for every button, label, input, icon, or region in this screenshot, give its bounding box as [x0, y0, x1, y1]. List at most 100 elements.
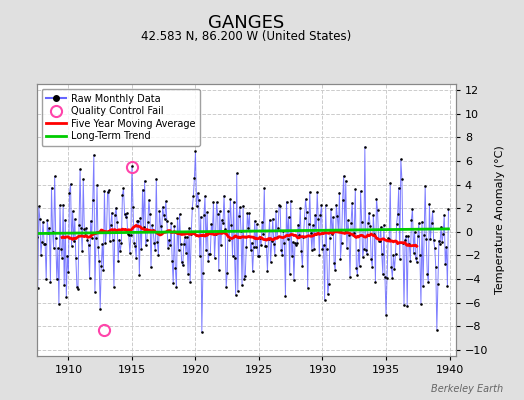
Point	[401, 237, 409, 243]
Point	[208, 230, 216, 236]
Point	[265, 216, 274, 223]
Point	[270, 240, 278, 247]
Point	[221, 225, 230, 232]
Point	[118, 192, 127, 198]
Point	[272, 208, 280, 214]
Point	[273, 234, 281, 240]
Point	[114, 258, 123, 264]
Point	[386, 180, 395, 186]
Point	[325, 281, 333, 287]
Point	[341, 227, 349, 233]
Point	[345, 232, 353, 238]
Point	[303, 284, 312, 291]
Point	[330, 260, 339, 267]
Point	[405, 241, 413, 247]
Point	[86, 218, 95, 224]
Point	[43, 217, 51, 223]
Point	[81, 230, 90, 236]
Point	[32, 233, 41, 240]
Point	[271, 252, 279, 258]
Point	[375, 238, 383, 244]
Point	[52, 276, 61, 282]
Point	[130, 240, 138, 246]
Point	[328, 230, 336, 237]
Point	[295, 232, 303, 239]
Point	[370, 231, 378, 238]
Y-axis label: Temperature Anomaly (°C): Temperature Anomaly (°C)	[495, 146, 505, 294]
Point	[359, 246, 368, 253]
Point	[369, 212, 377, 218]
Point	[158, 204, 167, 210]
Point	[49, 245, 58, 251]
Point	[51, 234, 60, 241]
Point	[264, 236, 272, 242]
Point	[442, 244, 451, 250]
Point	[422, 236, 430, 242]
Point	[324, 291, 332, 298]
Point	[350, 229, 358, 236]
Point	[206, 251, 214, 257]
Point	[131, 243, 139, 250]
Point	[397, 156, 405, 162]
Point	[228, 252, 237, 259]
Point	[116, 248, 125, 254]
Point	[414, 220, 423, 226]
Point	[291, 240, 299, 246]
Point	[210, 255, 219, 261]
Point	[139, 224, 148, 230]
Point	[327, 206, 335, 212]
Point	[133, 218, 141, 224]
Point	[261, 243, 269, 249]
Point	[237, 228, 245, 234]
Point	[314, 215, 322, 222]
Point	[189, 193, 198, 200]
Point	[356, 188, 365, 194]
Point	[193, 190, 202, 196]
Point	[403, 303, 411, 309]
Point	[192, 203, 201, 210]
Text: GANGES: GANGES	[208, 14, 285, 32]
Point	[315, 251, 323, 258]
Point	[274, 225, 282, 232]
Point	[122, 214, 130, 220]
Point	[68, 243, 76, 249]
Point	[235, 213, 243, 219]
Point	[160, 216, 169, 222]
Point	[97, 263, 105, 269]
Point	[144, 219, 152, 226]
Point	[294, 221, 302, 228]
Point	[194, 197, 203, 203]
Point	[220, 192, 228, 199]
Point	[181, 234, 189, 240]
Point	[48, 229, 57, 235]
Point	[148, 222, 156, 229]
Point	[398, 176, 406, 182]
Point	[113, 218, 122, 225]
Point	[161, 198, 170, 204]
Point	[85, 275, 94, 281]
Point	[275, 202, 283, 208]
Point	[374, 207, 382, 214]
Point	[246, 247, 255, 254]
Point	[257, 242, 265, 248]
Point	[84, 242, 93, 248]
Point	[326, 235, 334, 241]
Point	[282, 198, 291, 205]
Point	[241, 273, 249, 279]
Point	[234, 288, 242, 294]
Point	[355, 263, 364, 270]
Point	[436, 240, 444, 247]
Point	[305, 189, 314, 195]
Point	[364, 220, 372, 226]
Point	[42, 276, 50, 283]
Point	[434, 280, 442, 287]
Point	[60, 282, 69, 288]
Point	[102, 228, 111, 235]
Point	[196, 214, 205, 220]
Point	[124, 230, 132, 237]
Point	[126, 250, 134, 256]
Point	[231, 254, 239, 261]
Point	[115, 236, 124, 243]
Point	[168, 258, 177, 264]
Point	[82, 225, 91, 232]
